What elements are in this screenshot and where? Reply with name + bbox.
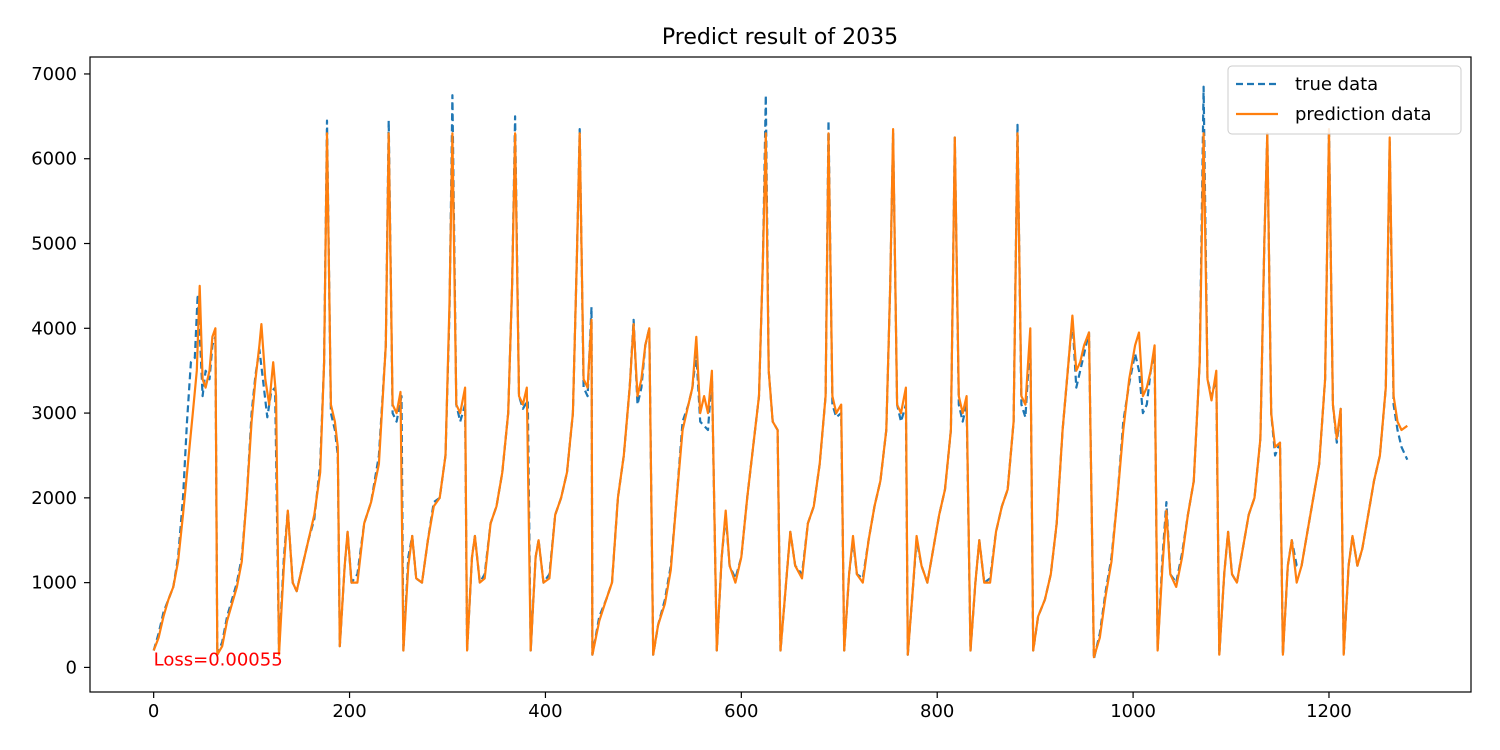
y-tick-label: 5000 (31, 234, 77, 255)
x-tick-label: 1000 (1110, 701, 1156, 722)
legend-label-prediction-data: prediction data (1295, 104, 1432, 125)
y-tick-label: 2000 (31, 488, 77, 509)
series-line-prediction-data (152, 128, 1408, 659)
axes-layer: 0 200 400 600 800 1000 1200 0 1000 2000 3000 4000 50… (31, 64, 1352, 722)
y-tick-label: 3000 (31, 403, 77, 424)
chart-title: Predict result of 2035 (662, 25, 898, 50)
x-tick-label: 0 (148, 701, 159, 722)
legend-label-true-data: true data (1295, 74, 1378, 95)
x-tick-label: 1200 (1306, 701, 1352, 722)
series-layer (152, 85, 1409, 660)
legend-box (1227, 65, 1462, 135)
loss-annotation: Loss=0.00055 (154, 650, 283, 671)
x-tick-label: 200 (332, 701, 366, 722)
y-tick-label: 1000 (31, 573, 77, 594)
y-tick-label: 6000 (31, 149, 77, 170)
x-tick-label: 600 (724, 701, 758, 722)
x-tick-label: 800 (920, 701, 954, 722)
y-tick-label: 7000 (31, 64, 77, 85)
legend: true data prediction data (1227, 65, 1462, 135)
plot-area-frame (89, 56, 1472, 693)
y-tick-label: 4000 (31, 318, 77, 339)
x-tick-label: 400 (528, 701, 562, 722)
y-tick-label: 0 (66, 657, 77, 678)
